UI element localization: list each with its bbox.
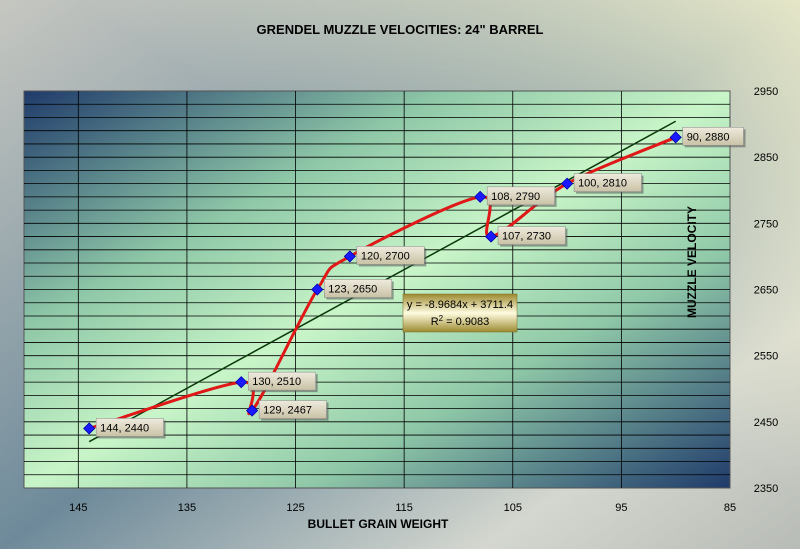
data-label-box <box>497 226 566 245</box>
data-label: 90, 2880 <box>682 127 746 148</box>
data-point-marker <box>669 131 682 144</box>
r-squared-label: R2 = 0.9083 <box>431 314 490 329</box>
equation-box-background <box>402 293 518 333</box>
data-label-box <box>247 371 316 391</box>
data-label-text: 120, 2700 <box>361 250 410 262</box>
y-tick-label: 2750 <box>754 218 778 230</box>
data-label-text: 123, 2650 <box>328 284 377 296</box>
data-point-marker <box>474 190 487 203</box>
data-labels: 144, 2440 130, 2510 129, 2467 123, 2650 120,… <box>95 127 746 439</box>
x-tick-label: 95 <box>615 502 627 514</box>
data-label-text: 144, 2440 <box>100 422 149 434</box>
x-tick-label: 115 <box>395 502 413 514</box>
data-point-marker <box>484 230 498 243</box>
data-label-box <box>324 279 392 298</box>
data-point-marker <box>83 422 96 435</box>
data-point-marker <box>561 177 574 190</box>
data-label-text: 90, 2880 <box>687 131 730 143</box>
data-label: 144, 2440 <box>95 418 166 439</box>
data-label-text: 107, 2730 <box>502 231 551 243</box>
y-tick-label: 2650 <box>754 285 778 297</box>
data-label-box <box>258 400 327 419</box>
x-tick-label: 105 <box>504 502 522 514</box>
data-label: 107, 2730 <box>497 226 568 247</box>
data-label-box <box>95 418 164 437</box>
data-label-text: 100, 2810 <box>578 178 627 190</box>
x-axis-ticks: 145 135 125 115 105 95 85 <box>69 502 736 514</box>
data-label-box <box>682 127 744 146</box>
y-tick-label: 2350 <box>754 483 778 495</box>
r-squared-value: = 0.9083 <box>443 316 489 328</box>
data-label: 130, 2510 <box>247 371 318 393</box>
chart-title: GRENDEL MUZZLE VELOCITIES: 24" BARREL <box>257 22 544 37</box>
x-axis-title: BULLET GRAIN WEIGHT <box>308 517 449 531</box>
data-point-marker <box>235 376 248 389</box>
data-label-text: 130, 2510 <box>252 376 301 388</box>
x-tick-label: 125 <box>286 502 304 514</box>
data-label: 129, 2467 <box>258 400 329 421</box>
y-axis-title: MUZZLE VELOCITY <box>685 206 699 318</box>
x-tick-label: 135 <box>178 502 196 514</box>
x-tick-label: 85 <box>724 502 736 514</box>
trendline-equation: y = -8.9684x + 3711.4 <box>407 299 513 311</box>
data-point-marker <box>246 404 259 417</box>
data-label: 120, 2700 <box>356 246 427 267</box>
data-label: 100, 2810 <box>573 173 644 194</box>
r-squared-r: R <box>431 316 439 328</box>
data-label-text: 129, 2467 <box>263 405 312 417</box>
data-label: 123, 2650 <box>324 279 394 300</box>
data-label-box <box>356 246 425 265</box>
r-squared-sup: 2 <box>439 314 444 323</box>
y-tick-label: 2550 <box>754 351 778 363</box>
data-point-marker <box>343 250 356 263</box>
y-tick-label: 2850 <box>754 152 778 164</box>
y-tick-label: 2450 <box>754 417 778 429</box>
trendline-equation-box: y = -8.9684x + 3711.4 R2 = 0.9083 <box>402 293 518 333</box>
y-axis-ticks: 2950 2850 2750 2650 2550 2450 2350 <box>754 86 778 495</box>
data-point-marker <box>311 283 324 296</box>
data-label-text: 108, 2790 <box>491 191 540 203</box>
data-label-box <box>573 173 642 192</box>
x-tick-label: 145 <box>69 502 87 514</box>
data-label-box <box>486 186 555 206</box>
data-label: 108, 2790 <box>486 186 557 207</box>
series-markers <box>83 131 682 435</box>
y-tick-label: 2950 <box>754 86 778 98</box>
